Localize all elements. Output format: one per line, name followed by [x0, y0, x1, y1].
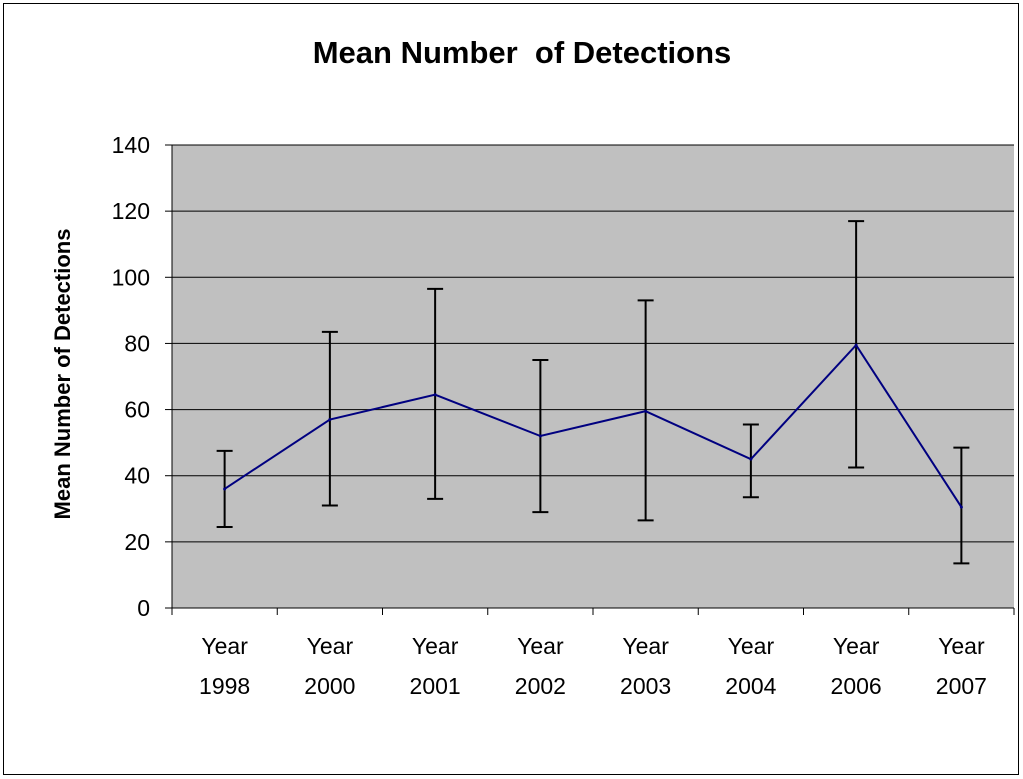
- x-tick-label: Year: [517, 633, 564, 659]
- x-tick-label: 2000: [304, 673, 355, 699]
- y-tick-label: 140: [112, 132, 150, 158]
- x-tick-label: 2006: [831, 673, 882, 699]
- data-point: [328, 417, 332, 421]
- data-point: [538, 434, 542, 438]
- y-tick-label: 80: [124, 330, 150, 356]
- series-line: [224, 343, 963, 508]
- x-tick-label: 2007: [936, 673, 987, 699]
- x-tick-label: Year: [833, 633, 880, 659]
- y-tick-label: 100: [112, 264, 150, 290]
- data-point: [959, 505, 963, 509]
- x-axis-ticks: Year 1998 Year 2000 Year 2001 Year 2002 Year 2003…: [171, 608, 1015, 699]
- chart-frame: [3, 3, 1019, 775]
- x-tick-label: Year: [201, 633, 248, 659]
- error-bar: [742, 423, 759, 499]
- y-tick-label: 60: [124, 397, 150, 423]
- chart-title: Mean Number of Detections: [313, 35, 732, 70]
- data-point: [749, 457, 753, 461]
- data-series: [223, 343, 963, 509]
- data-point: [644, 409, 648, 413]
- x-tick-label: 1998: [199, 673, 250, 699]
- x-tick-label: Year: [412, 633, 459, 659]
- data-point: [223, 487, 227, 491]
- x-tick-label: Year: [307, 633, 354, 659]
- y-axis-label: Mean Number of Detections: [50, 229, 75, 520]
- y-axis-ticks: 0 20 40 60 80 100 120 140: [112, 132, 172, 621]
- data-point: [854, 343, 858, 347]
- x-tick-label: 2001: [410, 673, 461, 699]
- data-point: [433, 393, 437, 397]
- y-tick-label: 120: [112, 198, 150, 224]
- x-tick-label: Year: [728, 633, 775, 659]
- x-tick-label: 2003: [620, 673, 671, 699]
- y-tick-label: 20: [124, 529, 150, 555]
- x-tick-label: Year: [938, 633, 985, 659]
- plot-area: [172, 145, 1014, 608]
- x-tick-label: 2004: [725, 673, 776, 699]
- x-tick-label: 2002: [515, 673, 566, 699]
- gridlines: [172, 144, 1014, 543]
- x-tick-label: Year: [622, 633, 669, 659]
- y-tick-label: 40: [124, 463, 150, 489]
- y-tick-label: 0: [137, 595, 150, 621]
